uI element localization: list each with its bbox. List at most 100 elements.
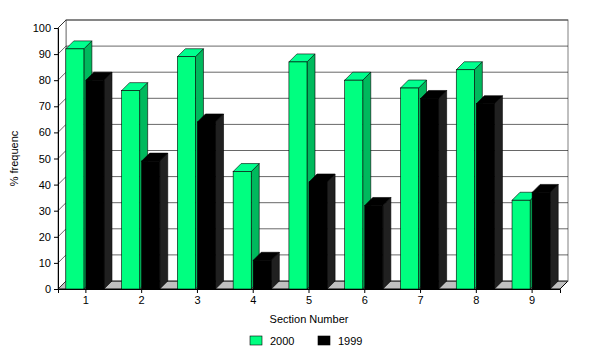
y-tick-label: 10 bbox=[39, 257, 51, 269]
x-tick-mark bbox=[420, 289, 421, 293]
bar-top bbox=[309, 174, 335, 182]
bar-side bbox=[439, 90, 447, 289]
y-tick: 0 bbox=[45, 283, 58, 295]
bar bbox=[421, 98, 439, 289]
grid-line bbox=[58, 46, 568, 54]
x-tick-label: 9 bbox=[529, 294, 535, 306]
x-tick-mark bbox=[197, 289, 198, 293]
bar-side bbox=[494, 96, 502, 289]
frame bbox=[58, 20, 568, 289]
bar-top bbox=[345, 72, 371, 80]
bar bbox=[142, 161, 160, 289]
x-tick-mark bbox=[85, 289, 86, 293]
x-tick-label: 8 bbox=[473, 294, 479, 306]
x-tick-mark bbox=[309, 289, 310, 293]
bar bbox=[86, 80, 104, 289]
x-tick-label: 7 bbox=[417, 294, 423, 306]
bar-top bbox=[421, 90, 447, 98]
bar bbox=[365, 205, 383, 289]
bar bbox=[233, 172, 251, 289]
bar-top bbox=[177, 49, 203, 57]
y-tick-mark bbox=[54, 132, 58, 133]
y-tick-mark bbox=[54, 28, 58, 29]
y-tick-mark bbox=[54, 54, 58, 55]
bar-top bbox=[532, 184, 558, 192]
x-tick: 3 bbox=[194, 289, 200, 306]
x-tick-mark bbox=[532, 289, 533, 293]
bar bbox=[532, 192, 550, 289]
y-tick-mark bbox=[54, 263, 58, 264]
bar bbox=[122, 91, 140, 289]
x-tick: 5 bbox=[306, 289, 312, 306]
y-tick-mark bbox=[54, 159, 58, 160]
bar-side bbox=[216, 114, 224, 289]
y-axis-title: % frequenc bbox=[8, 130, 20, 186]
y-tick-label: 90 bbox=[39, 48, 51, 60]
y-tick: 30 bbox=[39, 205, 58, 217]
bar-top bbox=[289, 54, 315, 62]
bar-top bbox=[365, 197, 391, 205]
bar-top bbox=[253, 252, 279, 260]
x-tick-label: 1 bbox=[83, 294, 89, 306]
x-axis-line bbox=[59, 290, 561, 294]
y-tick-label: 20 bbox=[39, 231, 51, 243]
y-tick-label: 60 bbox=[39, 126, 51, 138]
x-tick-mark bbox=[364, 289, 365, 293]
legend-swatch bbox=[318, 336, 330, 345]
bar-side bbox=[104, 72, 112, 289]
x-tick-mark bbox=[253, 289, 254, 293]
x-tick-label: 6 bbox=[362, 294, 368, 306]
y-axis-line bbox=[54, 29, 59, 290]
bar-side bbox=[550, 184, 558, 289]
x-axis: 1 2 3 4 5 6 7 8 9 bbox=[59, 289, 561, 306]
y-axis: 0102030405060708090100 bbox=[33, 22, 59, 295]
x-tick-label: 2 bbox=[139, 294, 145, 306]
bar-side bbox=[160, 153, 168, 289]
x-tick: 1 bbox=[83, 289, 89, 306]
y-tick-mark bbox=[54, 185, 58, 186]
bar-side bbox=[383, 197, 391, 289]
bar-top bbox=[66, 41, 92, 49]
bar bbox=[345, 80, 363, 289]
bar bbox=[253, 260, 271, 289]
bar-side bbox=[327, 174, 335, 289]
bar-top bbox=[197, 114, 223, 122]
x-tick: 2 bbox=[139, 289, 145, 306]
y-tick-label: 70 bbox=[39, 100, 51, 112]
legend: 2000 1999 bbox=[250, 335, 362, 347]
bar bbox=[456, 70, 474, 289]
chart: 0102030405060708090100123456789Section N… bbox=[0, 0, 600, 358]
x-tick-label: 4 bbox=[250, 294, 256, 306]
legend-label: 1999 bbox=[338, 335, 362, 347]
x-axis-title: Section Number bbox=[270, 313, 349, 325]
y-tick: 70 bbox=[39, 100, 58, 112]
x-tick-mark bbox=[476, 289, 477, 293]
x-tick-label: 5 bbox=[306, 294, 312, 306]
bar bbox=[289, 62, 307, 289]
bar-top bbox=[233, 164, 259, 172]
y-tick-label: 100 bbox=[33, 22, 51, 34]
bar-top bbox=[456, 62, 482, 70]
bar bbox=[400, 88, 418, 289]
bar-top bbox=[86, 72, 112, 80]
y-tick: 20 bbox=[39, 231, 58, 243]
y-tick-mark bbox=[54, 106, 58, 107]
y-tick-mark bbox=[54, 237, 58, 238]
y-tick-mark bbox=[54, 80, 58, 81]
x-tick: 6 bbox=[362, 289, 368, 306]
bar bbox=[512, 200, 530, 289]
x-tick: 9 bbox=[529, 289, 535, 306]
grid bbox=[58, 20, 568, 289]
x-tick: 8 bbox=[473, 289, 479, 306]
bar bbox=[177, 57, 195, 289]
y-tick-mark bbox=[54, 211, 58, 212]
bar bbox=[66, 49, 84, 289]
bar-top bbox=[400, 80, 426, 88]
y-tick-label: 50 bbox=[39, 153, 51, 165]
y-tick: 50 bbox=[39, 153, 58, 165]
x-tick: 4 bbox=[250, 289, 256, 306]
grid-line bbox=[58, 20, 568, 28]
bars bbox=[66, 41, 558, 289]
y-tick: 100 bbox=[33, 22, 58, 34]
legend-label: 2000 bbox=[270, 335, 294, 347]
